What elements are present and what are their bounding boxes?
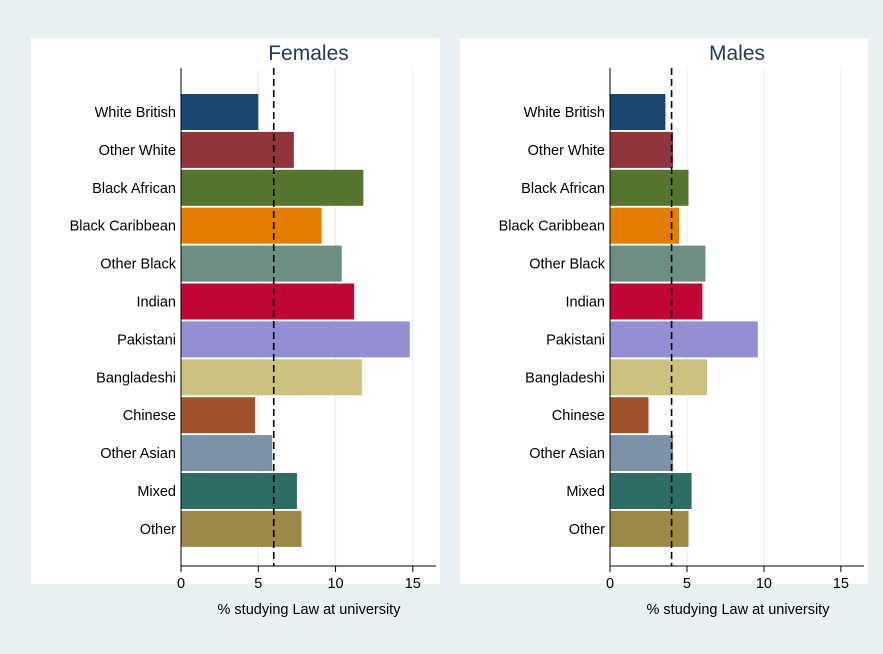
category-label: Mixed xyxy=(137,484,176,500)
bar xyxy=(610,359,707,396)
category-label: Other Asian xyxy=(100,446,176,462)
category-label: Black African xyxy=(521,181,605,197)
x-tick-label: 0 xyxy=(606,576,614,592)
x-tick-label: 10 xyxy=(327,576,343,592)
bar xyxy=(181,245,342,282)
bar xyxy=(181,94,259,130)
category-label: Chinese xyxy=(123,408,176,424)
category-label: White British xyxy=(95,105,176,121)
panel-males: Males White British Other White Black Afric… xyxy=(460,38,868,618)
x-axis-label: % studying Law at university xyxy=(218,602,402,618)
bar xyxy=(181,510,302,547)
bar xyxy=(181,169,364,206)
x-axis-label: % studying Law at university xyxy=(647,602,831,618)
panel-title: Females xyxy=(268,42,349,65)
x-tick-label: 0 xyxy=(177,576,185,592)
category-label: Other Asian xyxy=(529,446,605,462)
bar xyxy=(181,359,362,396)
x-tick-label: 15 xyxy=(405,576,421,592)
bar xyxy=(610,321,758,358)
bar xyxy=(610,510,689,547)
category-label: Indian xyxy=(136,295,176,311)
category-label: Other White xyxy=(528,143,605,159)
category-label: Other Black xyxy=(529,257,605,273)
category-label: Black Caribbean xyxy=(499,219,605,235)
panel-females: Females White British Other White Black Afr… xyxy=(31,38,440,618)
bar xyxy=(610,435,674,472)
category-label: Other White xyxy=(99,143,176,159)
bar xyxy=(610,397,649,434)
bar xyxy=(181,207,322,244)
bar xyxy=(610,169,689,206)
x-tick-label: 10 xyxy=(756,576,772,592)
category-label: Bangladeshi xyxy=(525,370,605,386)
bar xyxy=(610,94,666,130)
bar xyxy=(181,473,297,509)
x-tick-label: 5 xyxy=(254,576,262,592)
bar xyxy=(181,435,273,472)
panel-title: Males xyxy=(709,42,765,65)
category-label: Pakistani xyxy=(546,332,605,348)
category-label: Chinese xyxy=(552,408,605,424)
category-label: White British xyxy=(524,105,605,121)
category-label: Other xyxy=(569,522,605,538)
bar xyxy=(181,283,355,320)
bar xyxy=(610,473,692,509)
bar xyxy=(181,131,294,168)
category-label: Indian xyxy=(565,295,605,311)
bar xyxy=(610,245,706,282)
bar xyxy=(610,131,674,168)
category-label: Bangladeshi xyxy=(96,370,176,386)
category-label: Black Caribbean xyxy=(70,219,176,235)
bar xyxy=(610,207,680,244)
category-label: Other Black xyxy=(100,257,176,273)
category-label: Other xyxy=(140,522,176,538)
bar xyxy=(610,283,703,320)
category-label: Black African xyxy=(92,181,176,197)
category-label: Mixed xyxy=(566,484,605,500)
category-label: Pakistani xyxy=(117,332,176,348)
x-tick-label: 5 xyxy=(683,576,691,592)
bar xyxy=(181,397,256,434)
bar xyxy=(181,321,410,358)
x-tick-label: 15 xyxy=(833,576,849,592)
